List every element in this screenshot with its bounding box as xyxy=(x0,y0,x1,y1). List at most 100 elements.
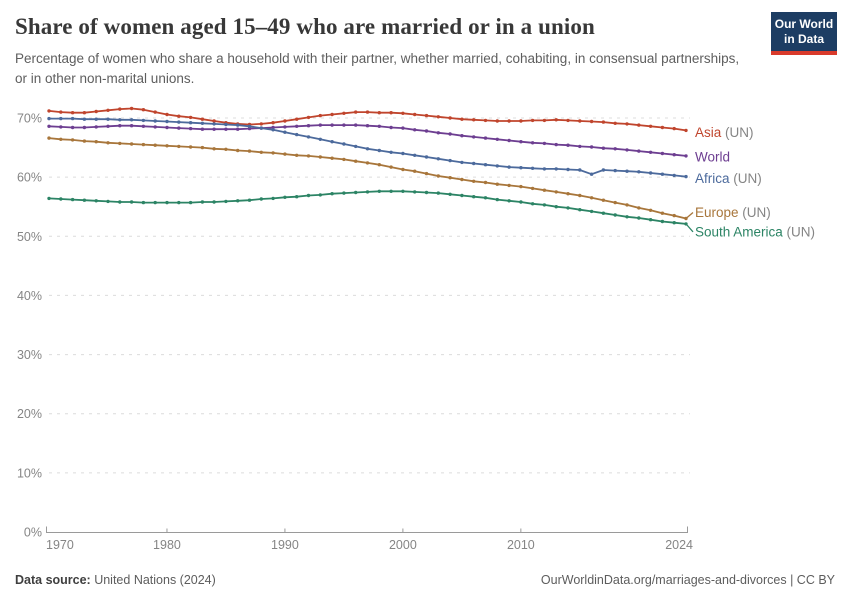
data-point[interactable] xyxy=(165,144,169,148)
data-point[interactable] xyxy=(342,142,346,146)
data-point[interactable] xyxy=(507,165,511,169)
data-point[interactable] xyxy=(495,197,499,202)
data-point[interactable] xyxy=(212,147,216,151)
data-point[interactable] xyxy=(413,128,417,132)
data-point[interactable] xyxy=(318,123,322,127)
data-point[interactable] xyxy=(94,199,98,203)
data-point[interactable] xyxy=(460,134,464,138)
data-point[interactable] xyxy=(47,116,51,121)
data-point[interactable] xyxy=(82,139,87,143)
data-point[interactable] xyxy=(283,195,287,199)
data-point[interactable] xyxy=(637,206,641,210)
data-point[interactable] xyxy=(247,198,252,202)
data-point[interactable] xyxy=(613,147,617,151)
data-point[interactable] xyxy=(141,118,146,123)
owid-url-license[interactable]: OurWorldinData.org/marriages-and-divorce… xyxy=(540,573,835,587)
data-point[interactable] xyxy=(448,132,452,136)
data-point[interactable] xyxy=(330,112,334,117)
data-point[interactable] xyxy=(200,145,205,150)
data-point[interactable] xyxy=(200,200,205,204)
data-point[interactable] xyxy=(542,118,547,123)
data-point[interactable] xyxy=(389,125,393,130)
data-point[interactable] xyxy=(318,193,322,197)
data-point[interactable] xyxy=(637,216,641,220)
data-point[interactable] xyxy=(684,128,688,133)
data-point[interactable] xyxy=(660,219,665,224)
data-point[interactable] xyxy=(177,126,181,130)
series-africa-un-[interactable]: Africa (UN) xyxy=(47,116,762,186)
data-point[interactable] xyxy=(129,106,134,111)
data-point[interactable] xyxy=(200,127,205,131)
data-point[interactable] xyxy=(660,211,665,215)
data-point[interactable] xyxy=(472,135,476,139)
data-point[interactable] xyxy=(365,147,370,151)
data-point[interactable] xyxy=(519,140,523,144)
data-point[interactable] xyxy=(330,192,334,196)
data-point[interactable] xyxy=(47,124,51,128)
series-asia-un-[interactable]: Asia (UN) xyxy=(47,106,754,140)
data-point[interactable] xyxy=(377,189,381,193)
data-point[interactable] xyxy=(401,167,405,172)
data-point[interactable] xyxy=(306,154,311,158)
data-point[interactable] xyxy=(212,119,216,123)
data-point[interactable] xyxy=(507,183,511,188)
data-point[interactable] xyxy=(377,124,381,128)
series-label-asia[interactable]: Asia (UN) xyxy=(695,125,754,140)
data-point[interactable] xyxy=(271,121,275,125)
data-point[interactable] xyxy=(82,125,87,130)
data-point[interactable] xyxy=(589,196,594,200)
data-point[interactable] xyxy=(70,111,75,115)
data-point[interactable] xyxy=(259,197,263,201)
data-point[interactable] xyxy=(330,156,334,160)
data-point[interactable] xyxy=(554,205,558,209)
data-point[interactable] xyxy=(530,166,535,170)
data-point[interactable] xyxy=(460,160,464,165)
data-point[interactable] xyxy=(389,111,393,115)
data-point[interactable] xyxy=(424,113,429,118)
data-point[interactable] xyxy=(507,199,511,203)
data-point[interactable] xyxy=(448,116,452,120)
data-point[interactable] xyxy=(613,200,617,205)
data-point[interactable] xyxy=(401,189,405,193)
data-point[interactable] xyxy=(413,190,417,194)
data-point[interactable] xyxy=(495,119,499,123)
data-point[interactable] xyxy=(554,167,558,171)
data-point[interactable] xyxy=(59,110,63,114)
data-point[interactable] xyxy=(542,141,547,146)
data-point[interactable] xyxy=(129,124,134,128)
data-point[interactable] xyxy=(507,138,511,143)
data-point[interactable] xyxy=(106,108,110,113)
data-point[interactable] xyxy=(495,137,499,141)
series-world[interactable]: World xyxy=(47,123,730,164)
data-point[interactable] xyxy=(118,200,122,204)
data-point[interactable] xyxy=(519,184,523,189)
data-point[interactable] xyxy=(637,149,641,153)
data-point[interactable] xyxy=(354,190,358,195)
data-point[interactable] xyxy=(283,125,287,129)
data-point[interactable] xyxy=(118,118,122,122)
data-point[interactable] xyxy=(177,114,181,118)
data-point[interactable] xyxy=(472,161,476,166)
data-point[interactable] xyxy=(401,126,405,130)
owid-logo[interactable]: Our World in Data xyxy=(771,12,837,55)
data-point[interactable] xyxy=(413,153,417,157)
data-point[interactable] xyxy=(354,110,358,114)
data-point[interactable] xyxy=(660,151,665,156)
data-point[interactable] xyxy=(271,151,275,155)
data-point[interactable] xyxy=(483,118,488,123)
data-point[interactable] xyxy=(342,123,346,127)
data-point[interactable] xyxy=(59,116,63,121)
data-point[interactable] xyxy=(413,169,417,173)
data-point[interactable] xyxy=(354,144,358,149)
data-point[interactable] xyxy=(295,132,299,137)
data-point[interactable] xyxy=(566,192,570,196)
data-point[interactable] xyxy=(389,165,393,169)
data-point[interactable] xyxy=(153,200,157,205)
data-point[interactable] xyxy=(318,155,322,159)
data-point[interactable] xyxy=(401,111,405,116)
data-point[interactable] xyxy=(625,169,629,173)
data-point[interactable] xyxy=(389,189,393,193)
data-point[interactable] xyxy=(613,213,617,217)
data-point[interactable] xyxy=(224,122,228,127)
data-point[interactable] xyxy=(188,126,193,131)
